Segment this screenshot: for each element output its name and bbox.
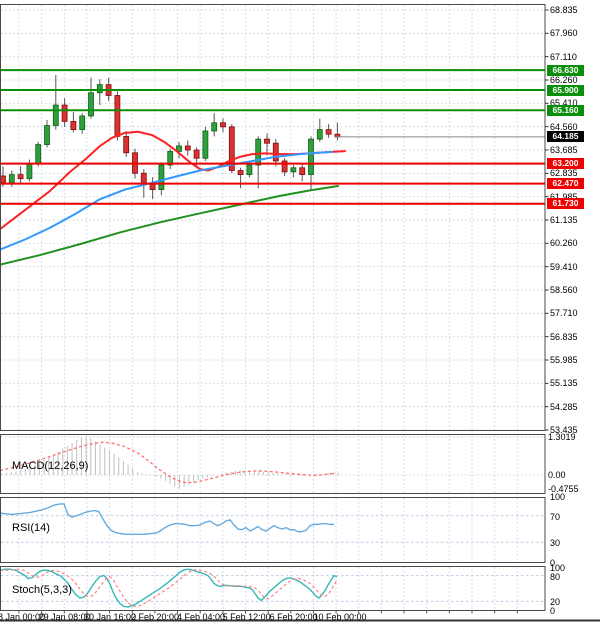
candle-bullish [44,125,50,145]
time-label: 30 Jan 16:00 [83,612,137,622]
time-label: 2 Feb 20:00 [130,612,180,622]
support-price-badge: 63.200 [547,158,584,170]
current-price-badge: 64.185 [547,131,584,143]
stoch-axis-label: 20 [550,597,561,608]
candle-bullish [246,164,253,175]
candle-bullish [35,144,42,165]
candle-bearish [228,126,235,171]
resistance-price-badge: 65.900 [547,84,584,96]
rsi-axis-label: 100 [550,492,566,502]
candle-bearish [237,170,244,175]
macd-signal-line [0,441,337,484]
price-tick-label: 53.435 [550,424,578,435]
candle-bearish [281,160,288,173]
candle-bullish [26,163,33,180]
rsi-axis-label: 30 [550,538,561,549]
candle-bullish [308,138,314,175]
macd-indicator-label: MACD(12,26,9) [12,460,89,472]
candle-bullish [8,174,15,184]
price-tick-label: 62.835 [550,168,578,179]
panel-border [0,434,546,494]
resistance-price-badge: 65.160 [547,104,584,116]
time-label: 6 Feb 20:00 [269,612,318,622]
price-tick-label: 60.260 [550,238,578,249]
panel-border [0,4,546,431]
time-label: 28 Jan 00:00 [0,612,46,622]
candle-bearish [17,174,24,180]
price-tick-label: 61.135 [550,214,578,225]
candle-bearish [264,138,270,144]
panel-border [0,497,546,563]
rsi-indicator-label: RSI(14) [12,522,50,534]
price-tick-label: 61.985 [550,191,578,202]
candle-bearish [325,129,332,135]
candle-bearish [61,104,68,122]
rsi-axis-label: 0 [550,558,556,568]
support-price-badge: 61.730 [547,198,584,210]
panel-border [0,566,546,611]
candle-bearish [123,136,130,154]
price-tick-label: 55.135 [550,378,578,389]
candle-bullish [176,145,182,152]
candle-bearish [149,183,156,190]
stoch-d-line [0,568,338,608]
candle-bullish [52,104,59,126]
rsi-line [0,503,334,535]
ma-slow-green [0,185,339,266]
ma-fast-red [0,130,346,231]
price-tick-label: 55.985 [550,354,578,365]
price-tick-label: 64.560 [550,121,578,132]
candle-bearish [220,122,226,128]
stoch-axis-label: 80 [550,571,561,582]
price-tick-label: 67.110 [550,51,577,62]
resistance-price-badge: 66.630 [547,64,584,76]
macd-axis-label: 0.00 [548,470,566,480]
candle-bearish [70,121,77,130]
price-tick-label: 67.960 [550,28,578,39]
candle-bullish [96,84,103,94]
price-tick-label: 65.410 [550,98,578,109]
price-tick-label: 66.260 [550,74,578,85]
price-tick-label: 56.835 [550,331,578,342]
price-tick-label: 59.410 [550,261,578,272]
candle-bearish [0,175,6,184]
stoch-axis-label: 0 [550,606,556,616]
ma-mid-blue [0,150,333,251]
stoch-k-line [0,568,338,608]
candle-bullish [211,122,218,132]
candle-bullish [167,151,174,166]
support-price-badge: 62.470 [547,178,584,190]
price-tick-label: 68.835 [550,5,578,15]
macd-axis-label: 1.3019 [548,431,576,442]
candle-bullish [290,167,297,173]
candle-bullish [316,129,323,140]
candle-bullish [88,92,94,117]
candle-bearish [193,149,200,159]
candle-bullish [202,130,209,159]
price-tick-label: 54.285 [550,401,578,412]
time-label: 5 Feb 12:00 [222,612,271,622]
candle-bullish [158,164,165,190]
candle-bearish [272,142,279,162]
candle-bullish [79,115,86,130]
price-tick-label: 63.685 [550,144,578,155]
candle-bearish [114,95,121,137]
price-tick-label: 57.710 [550,308,578,319]
rsi-axis-label: 70 [550,511,561,522]
candle-bearish [299,167,306,175]
stoch-axis-label: 100 [550,563,566,573]
time-label: 10 Feb 00:00 [313,612,367,622]
price-tick-label: 58.560 [550,284,578,295]
macd-axis-label: -0.4755 [548,483,579,494]
stoch-indicator-label: Stoch(5,3,3) [12,584,72,596]
time-label: 29 Jan 08:00 [38,612,91,622]
time-label: 4 Feb 04:00 [176,612,226,622]
candle-bullish [255,138,262,166]
candle-bearish [184,145,191,151]
candle-bearish [140,172,147,185]
